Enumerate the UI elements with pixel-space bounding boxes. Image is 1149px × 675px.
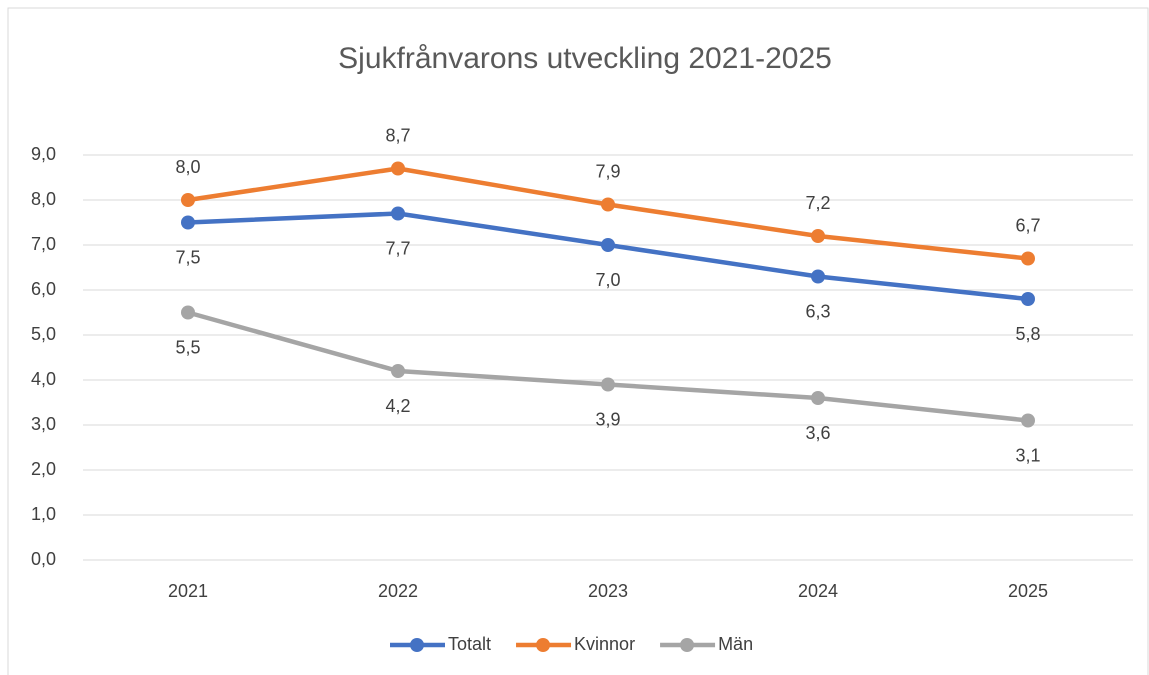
data-point [181, 193, 195, 207]
x-tick-label: 2025 [1008, 581, 1048, 601]
data-point [391, 206, 405, 221]
y-tick-label: 9,0 [31, 144, 56, 164]
x-tick-label: 2022 [378, 581, 418, 601]
chart-border [7, 7, 1149, 675]
legend-marker [410, 638, 424, 652]
legend-label: Totalt [448, 634, 491, 654]
y-tick-label: 8,0 [31, 189, 56, 209]
data-label: 5,8 [1015, 324, 1040, 344]
data-point [181, 305, 195, 320]
data-point [601, 377, 615, 392]
data-point [601, 238, 615, 252]
legend-marker [536, 638, 551, 652]
data-point [811, 269, 825, 284]
data-point [391, 364, 405, 378]
data-label: 5,5 [175, 337, 200, 357]
y-tick-label: 0,0 [31, 549, 56, 569]
y-tick-label: 2,0 [31, 459, 56, 479]
data-point [811, 229, 825, 243]
data-label: 6,3 [805, 301, 830, 321]
chart-title: Sjukfrånvarons utveckling 2021-2025 [338, 42, 832, 75]
data-label: 3,6 [805, 423, 830, 443]
data-label: 7,5 [175, 247, 200, 267]
data-point [181, 215, 195, 230]
data-label: 3,9 [595, 409, 620, 429]
y-tick-label: 6,0 [31, 279, 56, 299]
data-point [1021, 413, 1035, 428]
data-label: 4,2 [385, 396, 410, 416]
x-tick-label: 2021 [168, 581, 208, 601]
data-label: 7,0 [595, 270, 620, 290]
y-tick-label: 1,0 [31, 504, 56, 524]
legend-label: Kvinnor [574, 634, 635, 654]
data-label: 8,0 [175, 157, 200, 177]
data-label: 8,7 [385, 125, 410, 145]
y-tick-label: 5,0 [31, 324, 56, 344]
x-tick-label: 2024 [798, 581, 838, 601]
data-label: 7,2 [805, 193, 830, 213]
data-point [391, 161, 405, 176]
data-label: 7,7 [385, 238, 410, 258]
data-point [811, 391, 825, 405]
data-label: 6,7 [1015, 215, 1040, 235]
data-label: 3,1 [1015, 445, 1040, 465]
legend-marker [680, 638, 695, 652]
y-tick-label: 7,0 [31, 234, 56, 254]
data-point [601, 197, 615, 212]
y-tick-label: 4,0 [31, 369, 56, 389]
x-tick-label: 2023 [588, 581, 628, 601]
data-point [1021, 251, 1035, 266]
legend-label: Män [718, 634, 753, 654]
y-tick-label: 3,0 [31, 414, 56, 434]
data-label: 7,9 [595, 161, 620, 181]
data-point [1021, 292, 1035, 306]
